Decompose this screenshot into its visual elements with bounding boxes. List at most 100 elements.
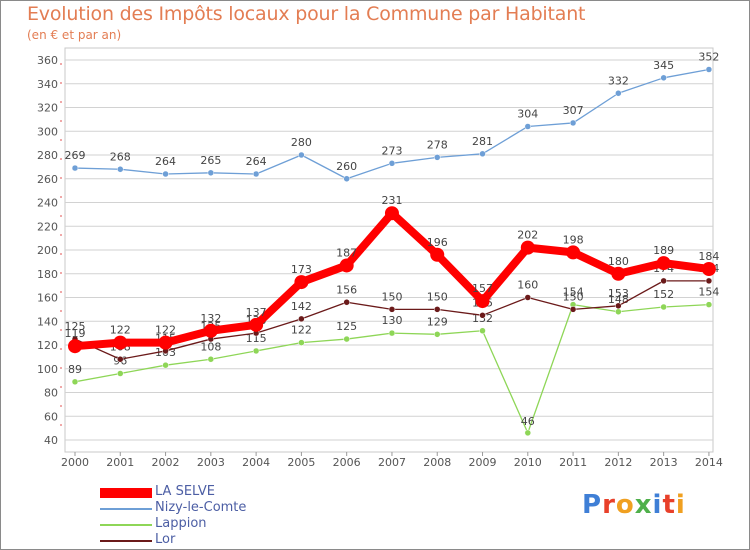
logo-letter: P xyxy=(582,490,603,520)
data-point xyxy=(569,119,577,127)
y-tick-label: 60 xyxy=(44,410,58,423)
data-point xyxy=(68,339,82,354)
x-tick-label: 2004 xyxy=(242,456,270,469)
data-point xyxy=(615,90,622,97)
data-point xyxy=(298,151,305,159)
chart-title: Evolution des Impôts locaux pour la Comm… xyxy=(27,3,586,25)
data-label: 119 xyxy=(65,327,86,340)
data-point xyxy=(660,303,667,311)
data-point xyxy=(158,335,173,350)
data-label: 153 xyxy=(608,287,629,300)
y-tick-label: 40 xyxy=(44,434,58,447)
data-point xyxy=(252,170,260,178)
data-label: 125 xyxy=(65,320,86,333)
data-point xyxy=(252,347,260,355)
data-label: 264 xyxy=(155,155,176,168)
data-point xyxy=(433,306,441,313)
data-point xyxy=(660,74,667,82)
data-point xyxy=(569,306,577,313)
legend-label-la-selve: LA SELVE xyxy=(155,484,215,499)
y-tick-label: 220 xyxy=(37,220,58,233)
data-label: 264 xyxy=(246,155,267,168)
data-label: 129 xyxy=(427,315,448,328)
data-label: 173 xyxy=(291,263,312,276)
data-point xyxy=(343,335,350,343)
data-point xyxy=(203,323,218,338)
x-tick-label: 2003 xyxy=(197,456,225,469)
y-tick-label: 180 xyxy=(37,268,58,281)
data-point xyxy=(384,206,399,221)
data-point xyxy=(388,329,396,337)
data-point xyxy=(479,150,486,158)
data-point xyxy=(611,266,626,281)
data-label: 268 xyxy=(110,150,131,163)
x-tick-label: 2010 xyxy=(514,456,542,469)
data-label: 132 xyxy=(200,312,221,325)
x-tick-label: 2007 xyxy=(378,456,406,469)
data-point xyxy=(615,308,622,315)
y-tick-label: 320 xyxy=(37,102,58,115)
data-label: 125 xyxy=(336,320,357,333)
data-label: 345 xyxy=(653,59,674,72)
x-tick-label: 2002 xyxy=(152,456,180,469)
data-label: 46 xyxy=(521,415,535,428)
data-point xyxy=(117,356,124,363)
logo-letter: r xyxy=(602,490,616,520)
x-tick-label: 2009 xyxy=(469,456,497,469)
y-tick-label: 140 xyxy=(37,315,58,328)
y-tick-label: 160 xyxy=(37,292,58,305)
data-point xyxy=(430,247,445,262)
y-tick-label: 260 xyxy=(37,173,58,186)
x-tick-label: 2012 xyxy=(604,456,632,469)
data-label: 281 xyxy=(472,135,493,148)
data-label: 189 xyxy=(653,244,674,257)
data-point xyxy=(207,169,215,177)
data-point xyxy=(388,160,396,167)
data-label: 150 xyxy=(381,290,402,303)
data-label: 152 xyxy=(653,288,674,301)
data-label: 122 xyxy=(291,324,312,337)
data-label: 122 xyxy=(110,324,131,337)
data-point xyxy=(339,258,354,273)
data-point xyxy=(249,317,264,332)
data-label: 150 xyxy=(427,290,448,303)
data-point xyxy=(298,339,305,346)
logo-letter: x xyxy=(634,490,653,520)
data-label: 115 xyxy=(246,332,267,345)
data-label: 352 xyxy=(698,51,719,64)
data-label: 260 xyxy=(336,160,357,173)
y-tick-label: 80 xyxy=(44,387,58,400)
data-label: 154 xyxy=(698,286,719,299)
data-point xyxy=(113,335,128,350)
legend-label-nizy-le-comte: Nizy-le-Comte xyxy=(155,500,247,515)
data-point xyxy=(433,331,441,338)
data-label: 142 xyxy=(291,300,312,313)
data-point xyxy=(71,378,79,386)
legend-swatch-nizy-le-comte xyxy=(100,508,152,510)
data-point xyxy=(162,170,169,178)
logo-letter: o xyxy=(615,490,635,520)
data-label: 184 xyxy=(698,250,719,263)
data-label: 231 xyxy=(381,194,402,207)
data-label: 180 xyxy=(608,255,629,268)
data-point xyxy=(520,240,535,255)
data-label: 187 xyxy=(336,246,357,259)
chart-subtitle: (en € et par an) xyxy=(27,28,122,42)
legend-label-lor: Lor xyxy=(155,532,176,547)
data-point xyxy=(343,299,350,306)
data-label: 273 xyxy=(381,144,402,157)
legend-swatch-la-selve xyxy=(100,488,152,498)
data-label: 122 xyxy=(155,324,176,337)
y-tick-label: 280 xyxy=(37,149,58,162)
legend-swatch-lappion xyxy=(100,524,152,526)
data-point xyxy=(701,262,716,276)
x-tick-label: 2011 xyxy=(559,456,587,469)
data-point xyxy=(294,275,309,290)
x-tick-label: 2008 xyxy=(423,456,451,469)
logo-letter: t xyxy=(662,490,676,520)
logo-letter: i xyxy=(652,490,663,520)
x-tick-label: 2006 xyxy=(333,456,361,469)
data-label: 156 xyxy=(336,283,357,296)
data-point xyxy=(343,175,350,182)
